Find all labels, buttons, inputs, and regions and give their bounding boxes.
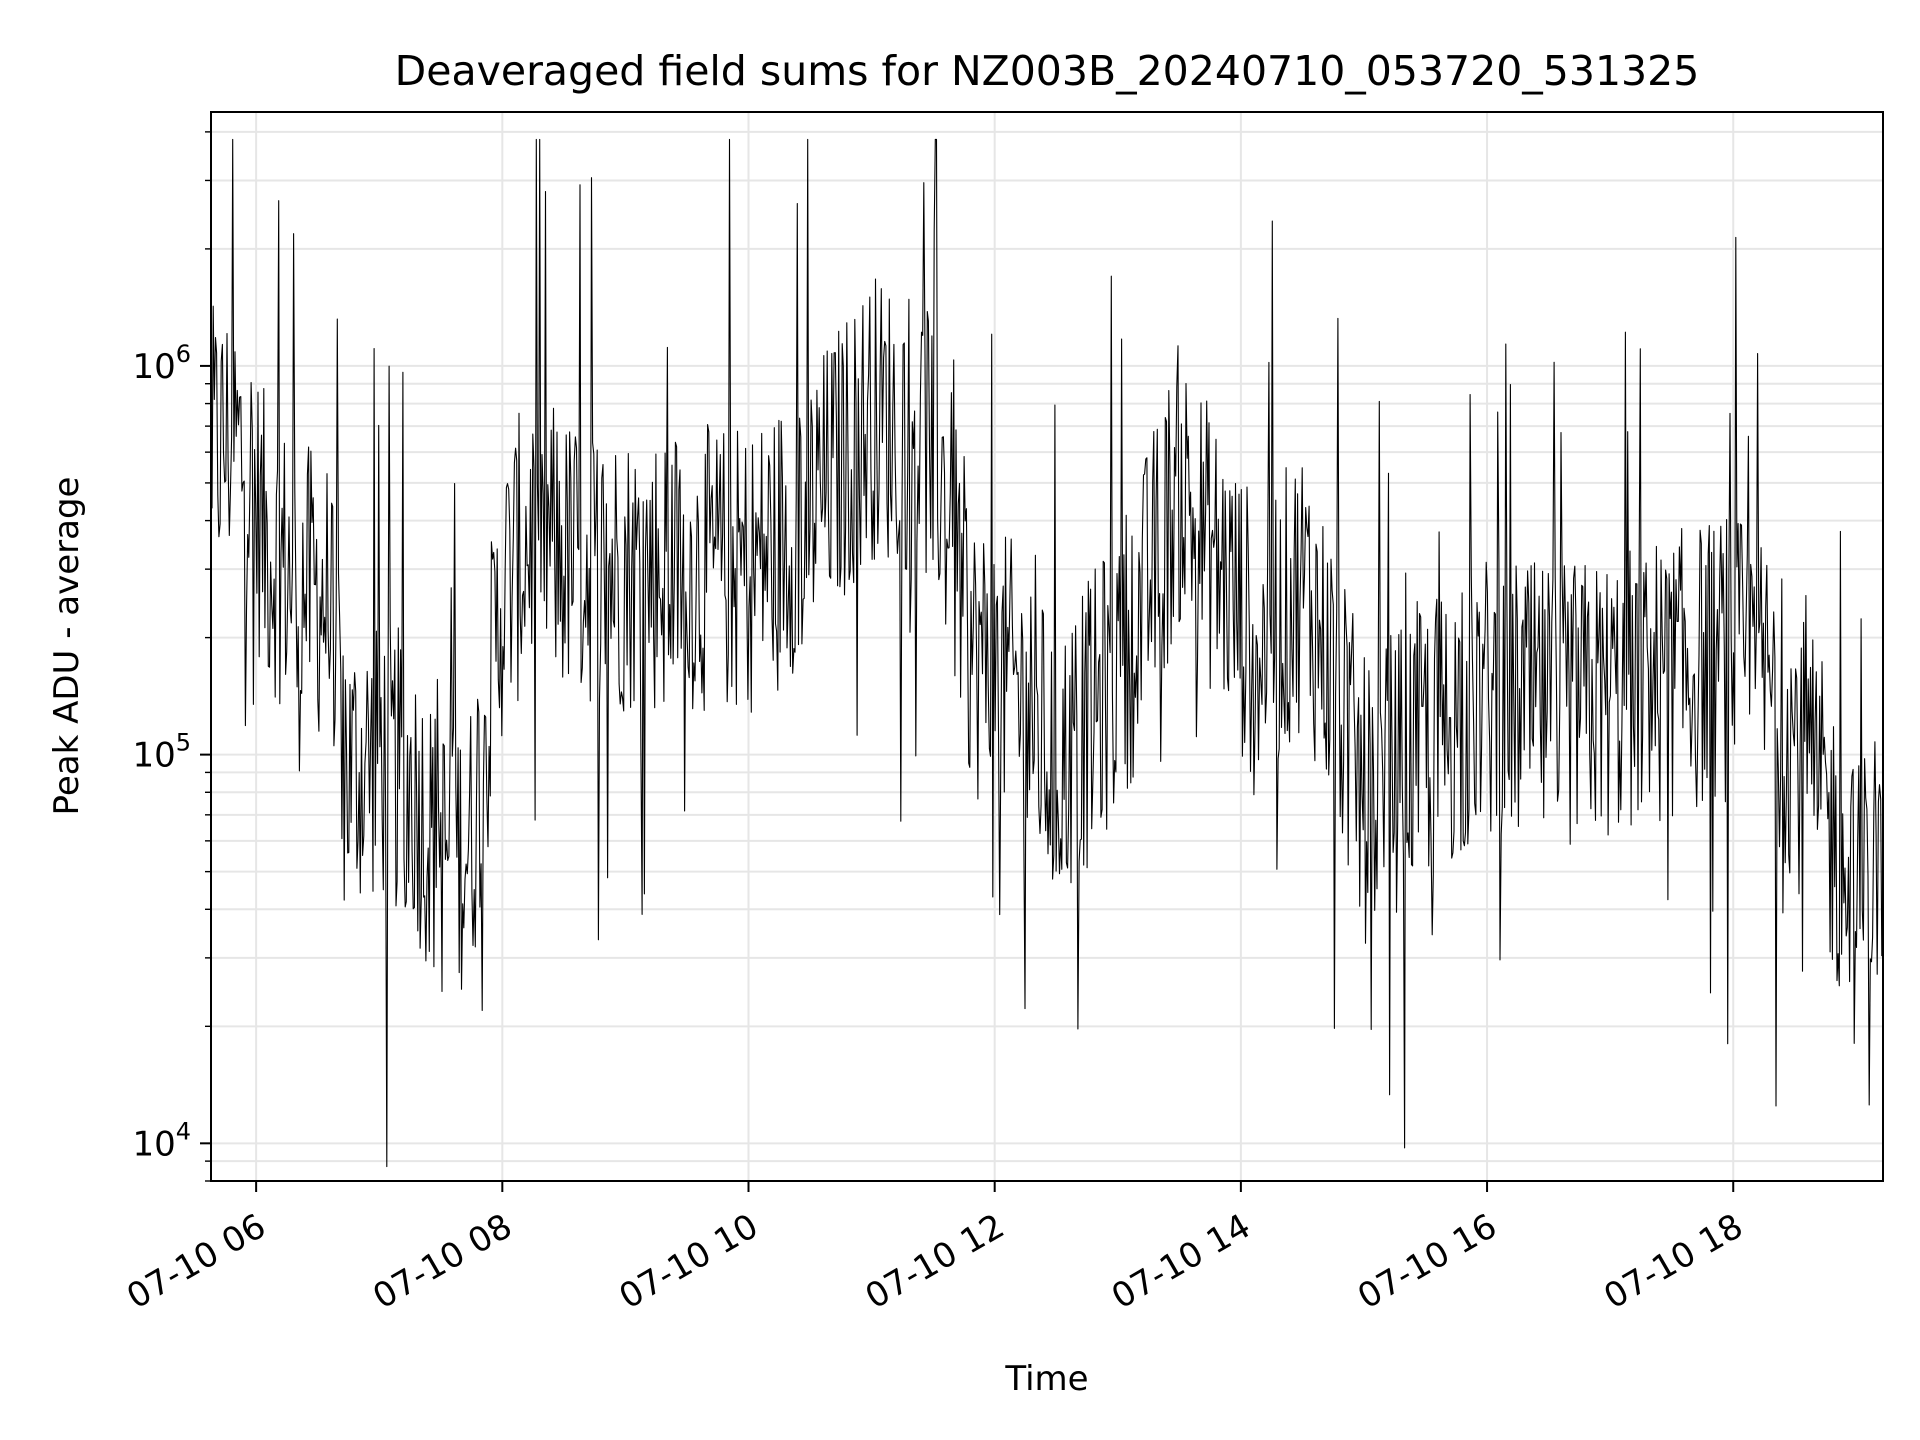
y-axis: 104 105 106 bbox=[132, 131, 211, 1182]
series-line bbox=[211, 138, 1883, 1168]
plot-frame bbox=[210, 111, 1884, 1182]
chart-title: Deaveraged field sums for NZ003B_2024071… bbox=[395, 47, 1700, 95]
y-tick-label: 105 bbox=[132, 729, 191, 776]
x-axis-label: Time bbox=[1004, 1359, 1088, 1399]
y-axis-label: Peak ADU - average bbox=[47, 477, 87, 816]
y-tick-label: 104 bbox=[132, 1117, 191, 1164]
plot-area bbox=[211, 138, 1883, 1168]
y-tick-label: 106 bbox=[132, 340, 191, 387]
